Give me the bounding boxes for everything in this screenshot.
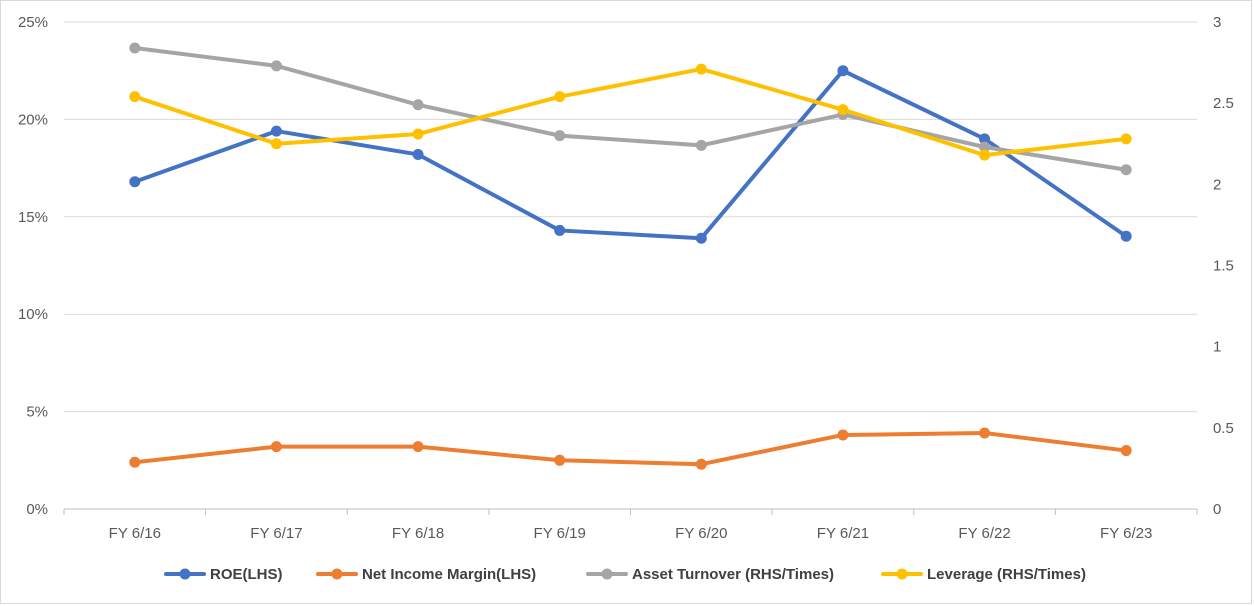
legend-swatch-marker: [179, 568, 191, 580]
series-line: [132, 431, 1129, 467]
right-axis-tick-label: 0: [1213, 501, 1221, 518]
x-axis-tick-label: FY 6/18: [392, 525, 444, 542]
x-axis-tick-label: FY 6/22: [958, 525, 1010, 542]
series-line: [132, 45, 1129, 172]
data-point: [129, 456, 141, 468]
series-3: [129, 63, 1132, 161]
data-point: [979, 141, 991, 153]
legend-label: ROE(LHS): [210, 566, 283, 583]
data-point: [554, 130, 566, 142]
legend-label: Leverage (RHS/Times): [927, 566, 1086, 583]
series-2: [129, 42, 1132, 176]
data-point: [412, 148, 424, 160]
data-point: [270, 60, 282, 72]
legend-item: Asset Turnover (RHS/Times): [586, 566, 834, 583]
legend-swatch-marker: [601, 568, 613, 580]
legend: ROE(LHS) Net Income Margin(LHS) Asset Turn…: [164, 566, 1086, 583]
left-axis-tick-label: 0%: [26, 501, 48, 518]
legend-swatch-marker: [331, 568, 343, 580]
data-point: [837, 429, 849, 441]
legend-swatch-marker: [896, 568, 908, 580]
x-axis-tick-label: FY 6/23: [1100, 525, 1152, 542]
legend-item: Net Income Margin(LHS): [316, 566, 536, 583]
data-point: [554, 454, 566, 466]
x-axis-tick-label: FY 6/16: [109, 525, 161, 542]
data-point: [270, 441, 282, 453]
axes: 0% 5% 10% 15% 20% 25% 0 0.5 1 1.5 2 2.5 3 FY 6/16 FY 6…: [18, 14, 1234, 542]
data-point: [1120, 445, 1132, 457]
gridlines: [64, 21, 1197, 510]
data-point: [129, 42, 141, 54]
data-point: [412, 441, 424, 453]
series-0: [129, 65, 1132, 244]
right-axis-tick-label: 1: [1213, 339, 1221, 356]
left-axis-tick-label: 15%: [18, 209, 48, 226]
data-point: [837, 65, 849, 77]
right-axis-tick-label: 1.5: [1213, 258, 1234, 275]
data-point: [270, 138, 282, 150]
data-point: [979, 133, 991, 145]
data-point: [979, 149, 991, 161]
series-line: [132, 68, 1129, 241]
right-axis-tick-label: 2.5: [1213, 95, 1234, 112]
data-point: [979, 427, 991, 439]
x-axis-tick-label: FY 6/17: [250, 525, 302, 542]
x-axis-tick-label: FY 6/19: [534, 525, 586, 542]
left-axis-tick-label: 5%: [26, 404, 48, 421]
x-axis-tick-label: FY 6/21: [817, 525, 869, 542]
data-point: [129, 176, 141, 188]
series-group: [129, 42, 1132, 470]
series-1: [129, 427, 1132, 470]
right-axis-tick-label: 0.5: [1213, 420, 1234, 437]
data-point: [695, 139, 707, 151]
data-point: [270, 125, 282, 137]
data-point: [837, 104, 849, 116]
left-axis-tick-label: 20%: [18, 111, 48, 128]
data-point: [1120, 230, 1132, 242]
legend-item: Leverage (RHS/Times): [881, 566, 1086, 583]
legend-label: Net Income Margin(LHS): [362, 566, 536, 583]
right-axis-tick-label: 3: [1213, 14, 1221, 31]
right-axis-tick-label: 2: [1213, 176, 1221, 193]
left-axis-tick-label: 10%: [18, 306, 48, 323]
legend-label: Asset Turnover (RHS/Times): [632, 566, 834, 583]
data-point: [695, 458, 707, 470]
data-point: [129, 91, 141, 103]
data-point: [1120, 133, 1132, 145]
data-point: [412, 128, 424, 140]
left-axis-tick-label: 25%: [18, 14, 48, 31]
series-line: [132, 67, 1129, 158]
legend-item: ROE(LHS): [164, 566, 283, 583]
data-point: [554, 224, 566, 236]
data-point: [695, 232, 707, 244]
data-point: [695, 63, 707, 75]
x-axis-tick-label: FY 6/20: [675, 525, 727, 542]
data-point: [554, 91, 566, 103]
data-point: [412, 99, 424, 111]
data-point: [1120, 164, 1132, 176]
